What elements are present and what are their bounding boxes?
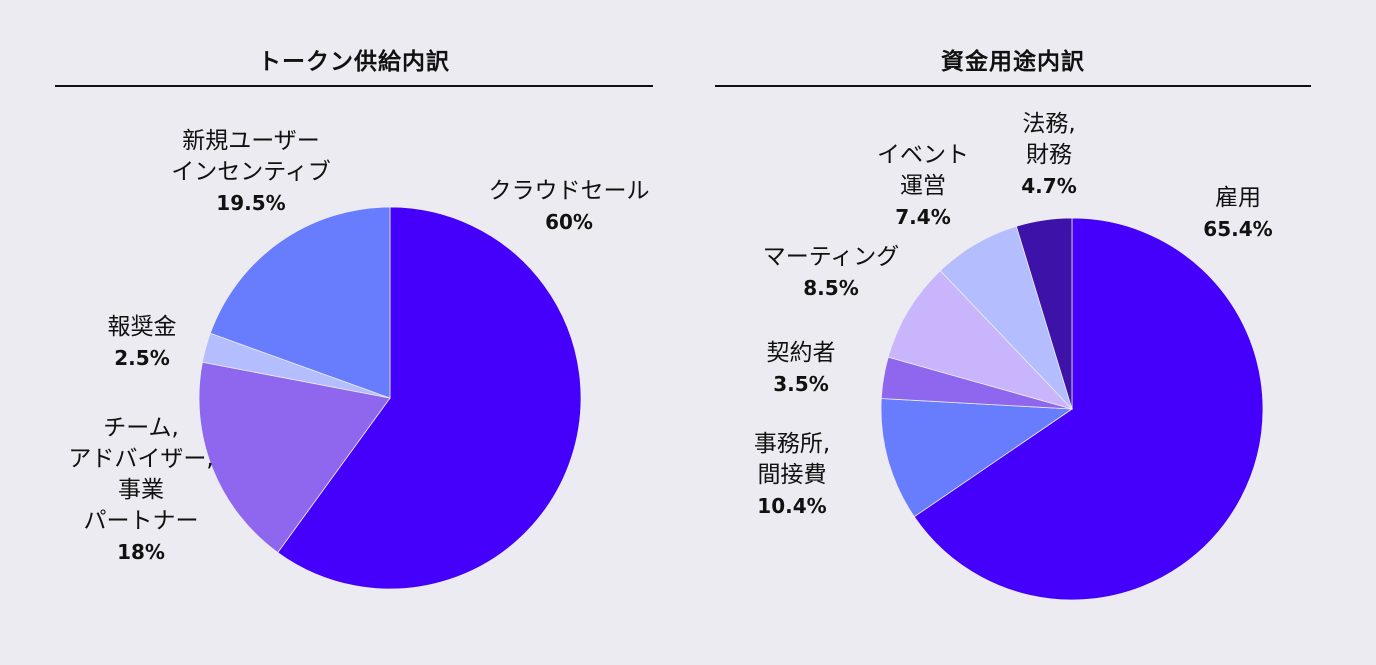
slice-label-text: 法務, 財務 xyxy=(1022,111,1076,168)
slice-label-text: 報奨金 xyxy=(107,314,177,340)
title-divider xyxy=(715,85,1311,87)
pie-slice-5 xyxy=(1015,217,1073,410)
slice-label: 契約者 3.5% xyxy=(767,338,836,400)
title-divider xyxy=(55,85,653,87)
slice-label: 新規ユーザー インセンティブ 19.5% xyxy=(171,126,331,219)
slice-label: 雇用 65.4% xyxy=(1203,183,1272,245)
slice-label: 報奨金 2.5% xyxy=(108,312,177,374)
slice-value: 10.4% xyxy=(757,494,827,518)
chart-title: トークン供給内訳 xyxy=(258,49,450,75)
slice-value: 19.5% xyxy=(216,191,286,215)
slice-label-text: 雇用 xyxy=(1214,185,1261,211)
chart-title: 資金用途内訳 xyxy=(941,49,1085,75)
slice-label: 事務所, 間接費 10.4% xyxy=(754,429,830,522)
pie-slice-0 xyxy=(277,206,582,590)
slice-label-text: 事務所, 間接費 xyxy=(753,431,831,488)
pie-slice-1 xyxy=(880,398,1074,518)
slice-value: 8.5% xyxy=(803,276,859,300)
slice-label: チーム, アドバイザー, 事業 パートナー 18% xyxy=(68,413,213,568)
slice-label: イベント 運営 7.4% xyxy=(877,140,969,233)
slice-label: クラウドセール 60% xyxy=(489,176,650,238)
slice-value: 3.5% xyxy=(773,372,829,396)
pie-slice-1 xyxy=(198,361,391,554)
pie-slice-3 xyxy=(887,270,1074,410)
pie-slice-0 xyxy=(913,217,1264,601)
slice-value: 60% xyxy=(545,210,593,234)
slice-value: 7.4% xyxy=(895,205,951,229)
slice-value: 2.5% xyxy=(114,346,170,370)
slice-label-text: クラウドセール xyxy=(488,178,650,204)
slice-label: 法務, 財務 4.7% xyxy=(1021,109,1076,202)
slice-label: マーティング 8.5% xyxy=(763,242,900,304)
slice-label-text: イベント 運営 xyxy=(877,142,969,199)
slice-value: 4.7% xyxy=(1021,174,1077,198)
slice-value: 65.4% xyxy=(1203,217,1273,241)
fund-usage-panel: 資金用途内訳 xyxy=(715,0,1311,665)
pie-slice-3 xyxy=(209,206,391,399)
slice-label-text: マーティング xyxy=(762,244,900,270)
slice-label-text: 契約者 xyxy=(766,340,836,366)
token-supply-panel: トークン供給内訳 xyxy=(55,0,653,665)
slice-label-text: チーム, アドバイザー, 事業 パートナー xyxy=(68,415,214,534)
slice-value: 18% xyxy=(117,540,165,564)
slice-label-text: 新規ユーザー インセンティブ xyxy=(171,128,331,185)
